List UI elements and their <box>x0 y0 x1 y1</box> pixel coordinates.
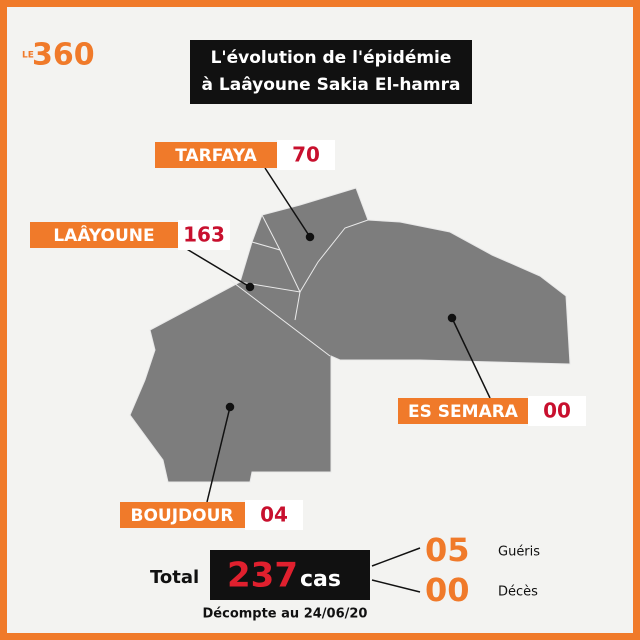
leader-line <box>206 406 231 503</box>
region-name: BOUJDOUR <box>131 506 234 526</box>
total-unit: cas <box>300 567 341 592</box>
location-dot <box>245 282 255 292</box>
label-box <box>120 502 245 528</box>
logo-brand: 360 <box>32 38 95 73</box>
title-line: à Laâyoune Sakia El-hamra <box>202 75 461 95</box>
leader-line <box>371 547 421 567</box>
region-shape <box>129 187 571 483</box>
recovered-count: 05 <box>425 531 470 569</box>
label-box <box>398 398 528 424</box>
leader-line <box>184 247 251 288</box>
leader-line <box>451 317 491 399</box>
region-cases: 04 <box>260 503 288 527</box>
region-cases: 163 <box>183 223 225 247</box>
leader-line <box>371 579 421 593</box>
leaders <box>184 167 491 503</box>
region-cases: 70 <box>292 143 320 167</box>
total-box <box>210 550 370 600</box>
region-cases: 00 <box>543 399 571 423</box>
region-name: ES SEMARA <box>408 402 519 422</box>
location-dot <box>305 232 315 242</box>
title-line: L'évolution de l'épidémie <box>211 48 452 68</box>
region-name: LAÂYOUNE <box>53 224 154 246</box>
region-border <box>229 214 369 357</box>
number-box <box>277 140 335 170</box>
leader-line <box>264 167 311 238</box>
map <box>129 187 571 483</box>
location-dot <box>225 402 235 412</box>
number-box <box>528 396 586 426</box>
location-dot <box>447 313 457 323</box>
number-box <box>178 220 230 250</box>
logo-prefix: LE <box>22 51 34 61</box>
deaths-count: 00 <box>425 571 470 609</box>
deaths-label: Décès <box>498 585 538 600</box>
total-label: Total <box>150 567 199 588</box>
number-box <box>245 500 303 530</box>
region-name: TARFAYA <box>175 146 257 166</box>
total-cases: 237 <box>227 556 298 596</box>
recovered-label: Guéris <box>498 545 540 560</box>
date-note: Décompte au 24/06/20 <box>203 607 368 622</box>
label-box <box>30 222 178 248</box>
title-box <box>190 40 472 104</box>
label-box <box>155 142 277 168</box>
